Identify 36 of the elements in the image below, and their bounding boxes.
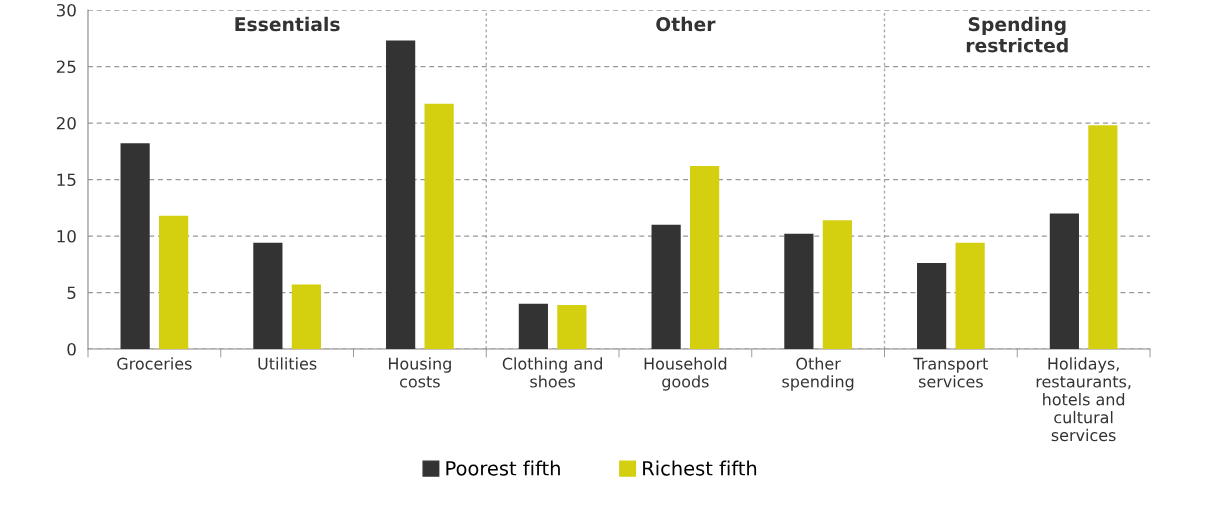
bar — [1088, 125, 1118, 349]
bar — [784, 233, 814, 349]
bar — [253, 242, 283, 349]
x-tick-label: Transport services — [913, 357, 988, 388]
x-tick-label: Clothing and shoes — [502, 357, 602, 388]
bar — [1049, 213, 1079, 349]
legend-label: Richest fifth — [643, 460, 757, 476]
bar — [424, 103, 454, 349]
annotation: Essentials — [235, 16, 340, 32]
bar — [386, 40, 416, 349]
y-tick-label: 15 — [57, 173, 76, 187]
x-tick-label: Utilities — [258, 357, 317, 370]
bar — [557, 304, 587, 349]
y-tick-label: 25 — [56, 60, 76, 74]
annotation: Other — [656, 16, 716, 32]
bar — [955, 242, 985, 349]
bar — [690, 165, 720, 349]
y-tick-label: 20 — [56, 116, 76, 130]
annotation: Spending restricted — [966, 16, 1068, 53]
bar — [917, 263, 947, 349]
y-tick-label: 10 — [57, 229, 76, 243]
x-tick-label: Groceries — [117, 357, 192, 370]
y-tick-label: 30 — [56, 3, 76, 17]
x-tick-label: Holidays, restaurants, hotels and cultural services — [1036, 357, 1131, 442]
legend-label: Poorest fifth — [446, 460, 560, 476]
bar — [822, 220, 852, 349]
y-tick-label: 5 — [67, 286, 76, 300]
x-tick-label: Household goods — [644, 357, 727, 391]
bar — [291, 284, 321, 349]
x-tick-label: Other spending — [782, 357, 854, 391]
bar — [518, 303, 548, 349]
x-tick-label: Housing costs — [388, 357, 451, 388]
bar — [159, 215, 189, 349]
bar — [120, 143, 150, 349]
bar — [651, 224, 681, 349]
y-tick-label: 0 — [67, 342, 76, 356]
